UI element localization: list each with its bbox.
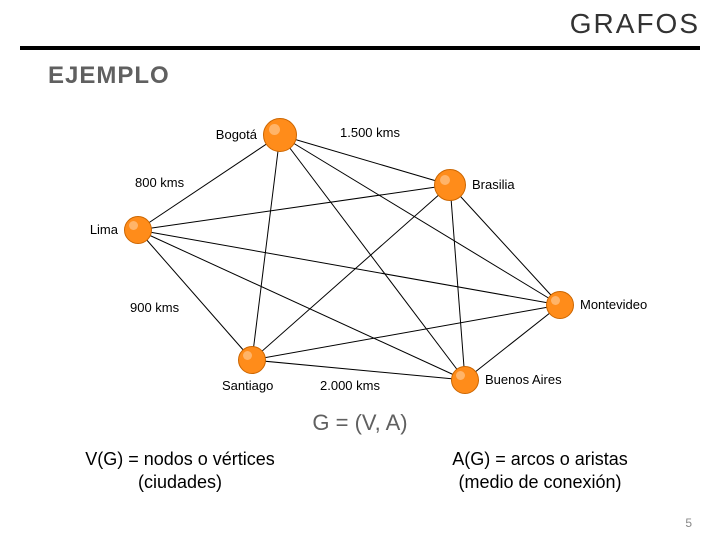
graph-diagram: Bogotá Brasilia Lima Montevideo Santiago Buen… [0, 100, 720, 400]
graph-node-label-bogota: Bogotá [216, 127, 257, 142]
def-vertices-line2: (ciudades) [138, 472, 222, 492]
title-underline [20, 46, 700, 50]
graph-node-bogota [263, 118, 297, 152]
slide-header: GRAFOS [20, 8, 700, 44]
graph-node-brasilia [434, 169, 466, 201]
graph-edge-label-2: 900 kms [130, 300, 179, 315]
graph-node-lima [124, 216, 152, 244]
graph-node-label-buenosaires: Buenos Aires [485, 372, 562, 387]
graph-node-santiago [238, 346, 266, 374]
graph-edges [0, 100, 720, 400]
graph-node-buenosaires [451, 366, 479, 394]
definition-edges: A(G) = arcos o aristas (medio de conexió… [360, 448, 720, 495]
def-edges-line2: (medio de conexión) [458, 472, 621, 492]
def-edges-line1: A(G) = arcos o aristas [452, 449, 628, 469]
slide-title: GRAFOS [570, 8, 700, 39]
graph-edge-label-1: 800 kms [135, 175, 184, 190]
definition-vertices: V(G) = nodos o vértices (ciudades) [0, 448, 360, 495]
graph-node-label-brasilia: Brasilia [472, 177, 515, 192]
graph-edge-label-3: 2.000 kms [320, 378, 380, 393]
graph-node-montevideo [546, 291, 574, 319]
def-vertices-line1: V(G) = nodos o vértices [85, 449, 275, 469]
graph-formula: G = (V, A) [0, 410, 720, 436]
graph-node-label-montevideo: Montevideo [580, 297, 647, 312]
definitions-row: V(G) = nodos o vértices (ciudades) A(G) … [0, 448, 720, 495]
graph-edge-label-0: 1.500 kms [340, 125, 400, 140]
slide-subtitle: EJEMPLO [48, 62, 170, 90]
graph-node-label-lima: Lima [90, 222, 118, 237]
page-number: 5 [685, 516, 692, 530]
graph-node-label-santiago: Santiago [222, 378, 273, 393]
